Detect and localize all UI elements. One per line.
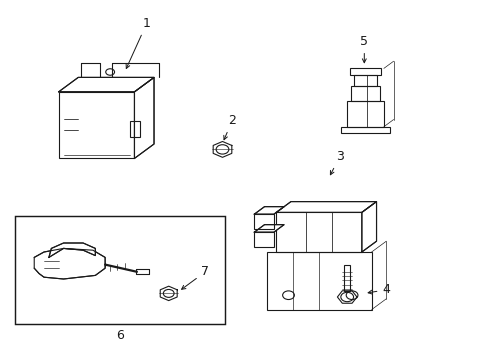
Bar [129, 121, 140, 137]
Bar [341, 127, 389, 133]
Bar [266, 252, 371, 310]
Polygon shape [254, 225, 284, 232]
Bar [276, 212, 361, 252]
Text: 4: 4 [367, 283, 389, 296]
Text: 2: 2 [224, 114, 236, 140]
Bar [59, 92, 134, 158]
Bar [350, 86, 379, 101]
Polygon shape [361, 202, 376, 252]
Bar [15, 216, 224, 324]
Polygon shape [134, 77, 154, 158]
Polygon shape [254, 207, 284, 214]
Bar [254, 214, 273, 229]
Polygon shape [276, 202, 376, 212]
Polygon shape [49, 243, 95, 257]
Text: 1: 1 [126, 17, 150, 68]
Polygon shape [34, 248, 105, 279]
Bar [254, 232, 273, 247]
Bar [344, 265, 349, 291]
Bar [349, 68, 381, 75]
Text: 3: 3 [330, 150, 343, 175]
Bar [346, 101, 383, 127]
Bar [353, 75, 376, 86]
Text: 5: 5 [360, 35, 367, 63]
Text: 7: 7 [181, 265, 209, 289]
Text: 6: 6 [116, 329, 123, 342]
Polygon shape [59, 77, 154, 92]
